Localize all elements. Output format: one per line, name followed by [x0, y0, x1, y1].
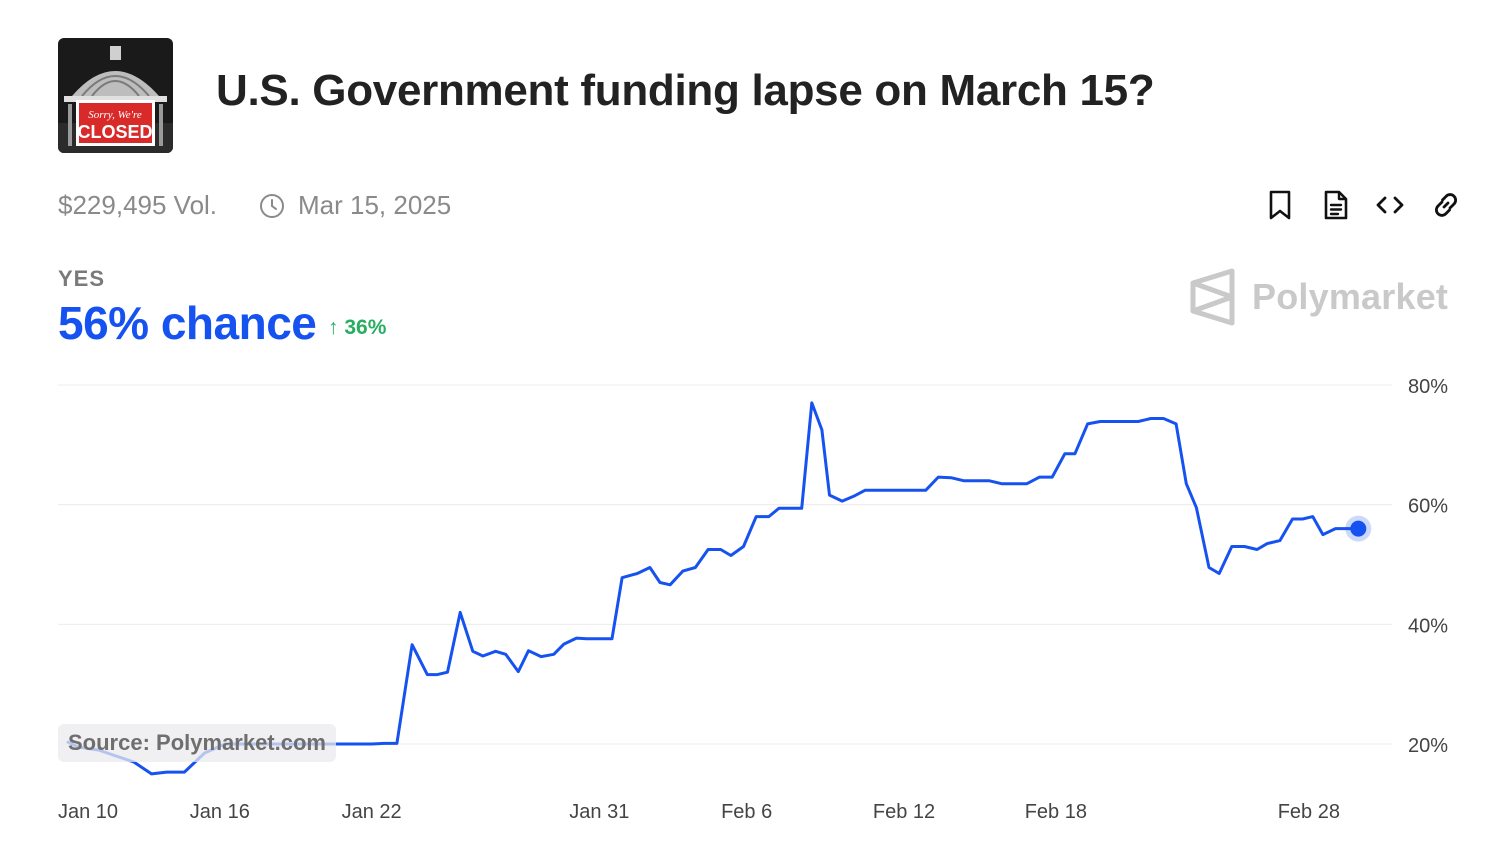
y-axis-ticks: 80% 60% 40% 20%	[1408, 376, 1448, 757]
market-thumbnail: Sorry, We're CLOSED	[58, 38, 173, 153]
clock-icon	[259, 193, 285, 219]
series-line-group	[66, 401, 1360, 776]
thumbnail-text-top: Sorry, We're	[88, 109, 142, 121]
market-title: U.S. Government funding lapse on March 1…	[216, 66, 1155, 115]
series-line	[66, 401, 1360, 776]
thumbnail-text-bottom: CLOSED	[77, 122, 152, 142]
chart-grid	[58, 384, 1392, 745]
change-badge: ↑ 36%	[328, 316, 386, 340]
x-axis-ticks: Jan 10 Jan 16 Jan 22 Jan 31 Feb 6 Feb 12 Feb 1…	[58, 801, 1340, 823]
x-tick-label: Jan 22	[342, 801, 402, 823]
polymarket-logo-text: Polymarket	[1252, 276, 1449, 317]
y-tick-label: 40%	[1408, 615, 1448, 637]
source-label: Source: Polymarket.com	[58, 724, 336, 762]
link-icon[interactable]	[1429, 188, 1463, 222]
document-icon[interactable]	[1319, 188, 1353, 222]
y-tick-label: 20%	[1408, 735, 1448, 757]
x-tick-label: Feb 18	[1025, 801, 1087, 823]
x-tick-label: Feb 6	[721, 801, 772, 823]
x-tick-label: Jan 10	[58, 801, 118, 823]
arrow-up-icon: ↑	[328, 316, 339, 339]
current-point[interactable]	[1350, 520, 1367, 537]
outcome-label: YES	[58, 266, 106, 291]
bookmark-icon[interactable]	[1263, 188, 1297, 222]
embed-code-icon[interactable]	[1373, 188, 1407, 222]
change-value: 36%	[344, 316, 387, 339]
y-tick-label: 80%	[1408, 376, 1448, 398]
x-tick-label: Feb 28	[1278, 801, 1340, 823]
x-tick-label: Jan 16	[190, 801, 250, 823]
y-tick-label: 60%	[1408, 496, 1448, 518]
end-date-text: Mar 15, 2025	[298, 190, 452, 220]
x-tick-label: Feb 12	[873, 801, 935, 823]
polymarket-logo-icon	[1190, 268, 1235, 326]
chance-value: 56% chance	[58, 297, 317, 349]
current-point-group	[1345, 515, 1372, 542]
x-tick-label: Jan 31	[569, 801, 629, 823]
polymarket-logo: Polymarket	[1188, 266, 1448, 328]
volume-text: $229,495 Vol.	[58, 190, 218, 220]
